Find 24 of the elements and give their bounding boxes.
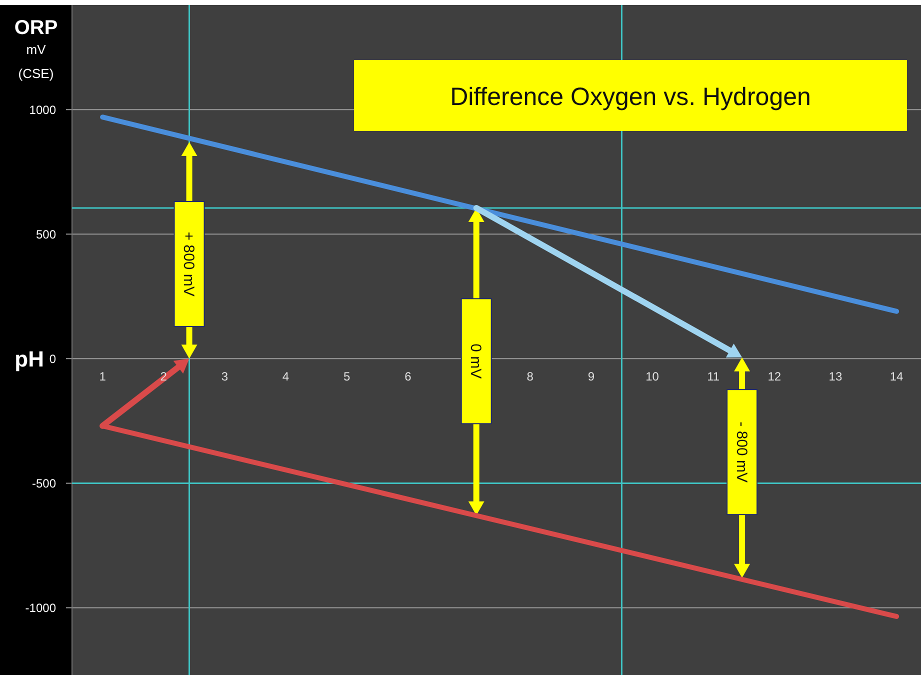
text: Difference Oxygen vs. Hydrogen <box>450 82 811 111</box>
y-tick-label: -500 <box>32 476 56 490</box>
x-tick-label: 4 <box>282 370 290 384</box>
y-tick-label: 500 <box>36 227 56 242</box>
x-tick-label: 14 <box>890 370 904 384</box>
x-axis-title: pH <box>14 346 44 372</box>
y-axis-title: ORP mV (CSE) <box>14 17 58 81</box>
x-tick-label: 10 <box>646 370 660 384</box>
x-tick-label: 11 <box>707 370 720 384</box>
annotation: + 800 mV <box>180 232 198 296</box>
x-tick-label: 8 <box>526 370 534 384</box>
x-tick-label: 13 <box>828 370 842 384</box>
y-tick-label: 0 <box>49 352 56 366</box>
y-tick-label: 1000 <box>29 102 56 117</box>
x-tick-label: 6 <box>404 370 412 384</box>
x-tick-label: 1 <box>99 370 106 384</box>
annotation: 0 mV <box>467 344 484 379</box>
x-tick-label: 9 <box>588 370 595 384</box>
annotation: - 800 mV <box>732 422 750 483</box>
y-tick-label: -1000 <box>25 600 56 615</box>
x-tick-label: 3 <box>221 370 228 384</box>
x-tick-label: 12 <box>768 370 782 384</box>
x-tick-label: 5 <box>344 370 351 384</box>
x-tick-label: 2 <box>160 370 168 384</box>
